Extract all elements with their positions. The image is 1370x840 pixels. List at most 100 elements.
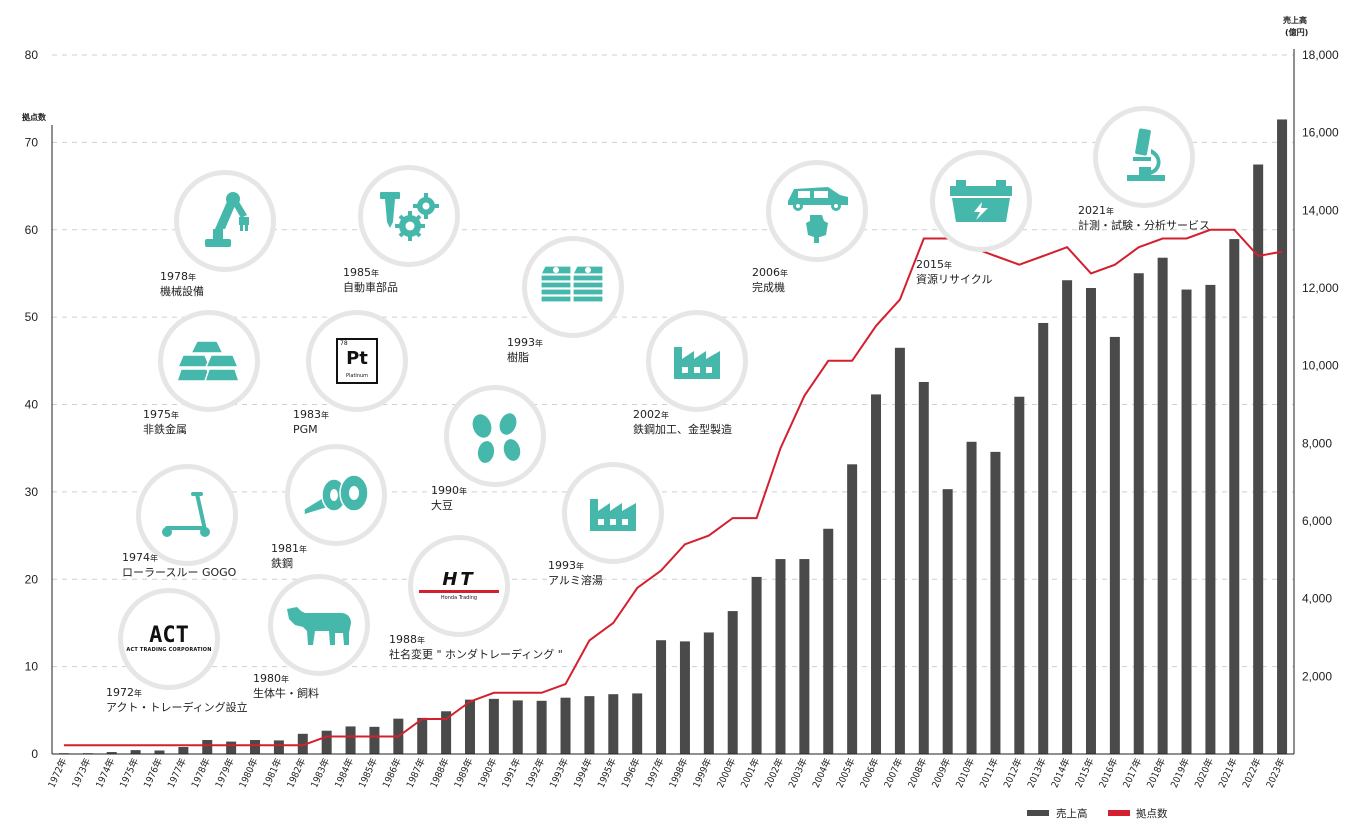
recycle-circle: [930, 150, 1032, 252]
x-tick-label: 1981年: [261, 756, 285, 790]
x-tick-label: 2008年: [905, 756, 929, 790]
soy-circle: [444, 385, 546, 487]
x-tick-label: 2014年: [1049, 756, 1073, 790]
legend-label-sales: 売上高: [1056, 807, 1088, 820]
car-scooter-icon: [788, 187, 848, 243]
milestone-aluminum: 1993年 アルミ溶湯: [548, 559, 603, 587]
sales-bar: [1181, 289, 1192, 754]
sales-bar: [1277, 119, 1288, 755]
x-tick-label: 2002年: [762, 756, 786, 790]
milestone-metal-label: 非鉄金属: [143, 423, 187, 436]
sales-bar: [799, 559, 810, 754]
x-tick-label: 1990年: [476, 756, 500, 790]
milestone-cattle-label: 生体牛・飼料: [253, 687, 319, 700]
sales-bar: [202, 740, 213, 754]
legend-swatch-sales: [1027, 810, 1049, 816]
gold-bars-icon: [177, 340, 241, 382]
aluminum-circle: [562, 462, 664, 564]
left-tick-label: 10: [25, 660, 39, 674]
x-tick-label: 1989年: [452, 756, 476, 790]
x-tick-label: 1994年: [571, 756, 595, 790]
milestone-aluminum-label: アルミ溶湯: [548, 574, 603, 587]
x-tick-label: 1973年: [69, 756, 93, 790]
left-tick-label: 40: [25, 398, 39, 412]
sales-bar: [345, 726, 356, 754]
milestone-pgm: 1983年 PGM: [293, 408, 329, 436]
x-tick-label: 2005年: [834, 756, 858, 790]
lab-circle: [1093, 106, 1195, 208]
milestone-robot: 1978年 機械設備: [160, 270, 204, 298]
sales-bar: [751, 576, 762, 754]
milestone-vehicle: 2006年 完成機: [752, 266, 788, 294]
right-axis-ticks: 2,000 4,000 6,000 8,000 10,000 12,000 14,000 16…: [1302, 48, 1339, 683]
sales-bars: [58, 119, 1288, 755]
x-tick-label: 1992年: [523, 756, 547, 790]
left-tick-label: 80: [25, 48, 39, 62]
x-tick-label: 1980年: [237, 756, 261, 790]
left-axis-title: 拠点数: [21, 112, 47, 122]
sales-bar: [178, 747, 189, 754]
milestone-auto-label: 自動車部品: [343, 281, 398, 294]
x-tick-label: 2019年: [1168, 756, 1192, 790]
sales-bar: [966, 441, 977, 754]
steel-coil-icon: [303, 474, 369, 517]
x-tick-label: 1996年: [619, 756, 643, 790]
sales-bar: [632, 693, 643, 754]
metal-circle: [158, 310, 260, 412]
x-tick-label: 1979年: [213, 756, 237, 790]
factory-icon: [590, 499, 636, 531]
milestone-auto: 1985年 自動車部品: [343, 266, 398, 294]
x-tick-label: 1997年: [643, 756, 667, 790]
sales-bar: [942, 489, 953, 754]
x-tick-label: 1986年: [380, 756, 404, 790]
sales-bar: [584, 696, 595, 754]
element-name: Platinum: [345, 373, 369, 379]
sales-bar: [1109, 336, 1120, 754]
left-tick-label: 20: [25, 572, 39, 586]
sales-bar: [297, 733, 308, 754]
milestone-recycle-label: 資源リサイクル: [916, 273, 993, 286]
robot-arm-icon: [205, 192, 249, 247]
sales-bar: [894, 347, 905, 754]
sales-bar: [703, 632, 714, 754]
milestone-pgm-label: PGM: [293, 423, 318, 436]
sales-bar: [321, 730, 332, 754]
milestone-recycle: 2015年 資源リサイクル: [916, 258, 993, 286]
x-tick-label: 1982年: [284, 756, 308, 790]
sales-bar: [536, 700, 547, 754]
x-tick-label: 1984年: [332, 756, 356, 790]
x-tick-label: 2017年: [1120, 756, 1144, 790]
sales-bar: [560, 697, 571, 754]
ht-logo-circle: HT Honda Trading: [408, 535, 510, 637]
legend-label-bases: 拠点数: [1136, 807, 1168, 820]
milestone-cattle: 1980年 生体牛・飼料: [253, 672, 319, 700]
axes: [51, 49, 1295, 755]
act-logo-circle: ACT ACT TRADING CORPORATION: [118, 588, 220, 690]
sales-bar: [1157, 257, 1168, 754]
x-tick-label: 2015年: [1073, 756, 1097, 790]
resin-stacks-icon: [540, 265, 604, 303]
x-tick-label: 2009年: [929, 756, 953, 790]
sales-bar: [369, 726, 380, 754]
ht-logo-subtext: Honda Trading: [440, 594, 478, 601]
x-tick-label: 1978年: [189, 756, 213, 790]
legend-swatch-bases: [1108, 810, 1130, 816]
sales-bar: [727, 611, 738, 754]
element-number: 78: [340, 340, 348, 347]
steel-circle: [285, 444, 387, 546]
mold-circle: [646, 310, 748, 412]
sales-bar: [918, 381, 929, 754]
x-tick-label: 1972年: [46, 756, 70, 790]
x-tick-label: 1976年: [141, 756, 165, 790]
sales-bar: [608, 694, 619, 754]
x-tick-label: 2007年: [882, 756, 906, 790]
sales-bar: [273, 740, 284, 754]
sales-bar: [154, 750, 165, 754]
pgm-circle: 78 Pt Platinum: [306, 310, 408, 412]
soybeans-icon: [472, 413, 521, 463]
factory-icon: [674, 347, 720, 379]
sales-bar: [1133, 273, 1144, 754]
x-tick-label: 1999年: [690, 756, 714, 790]
sales-bar: [775, 559, 786, 754]
x-axis-year-labels: 1972年 1973年 1974年 1975年 1976年 1977年 1978年 1979年…: [46, 756, 1288, 790]
